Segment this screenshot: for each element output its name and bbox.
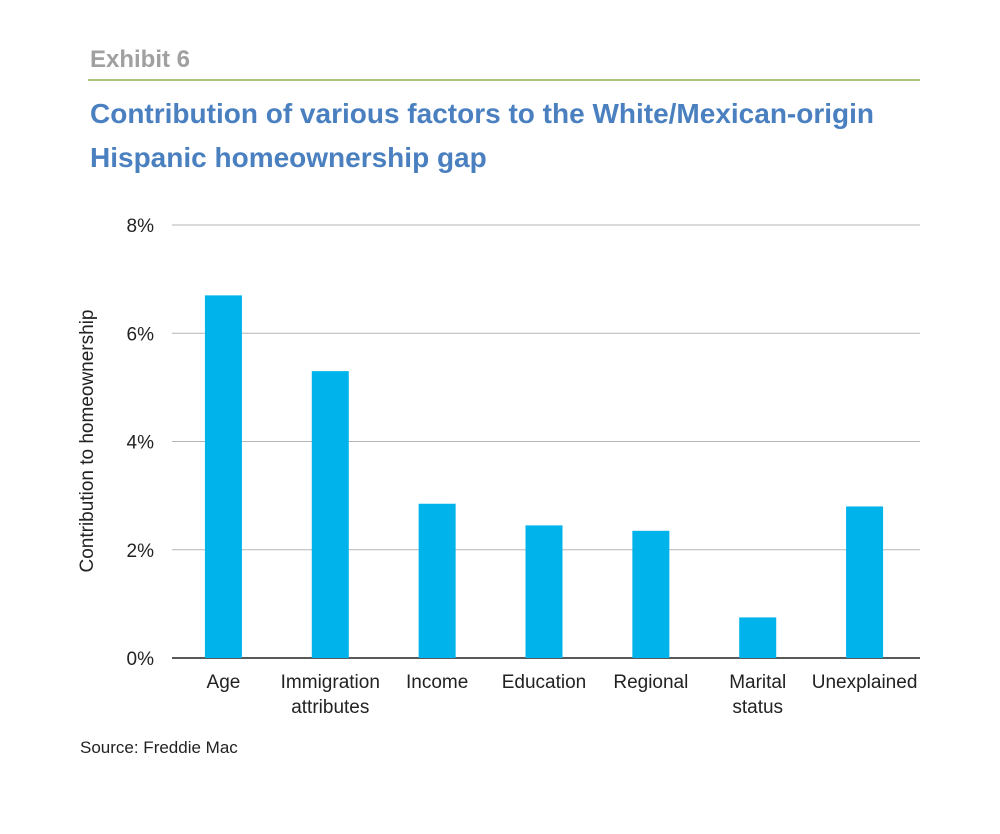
x-tick-label-line: Immigration (281, 672, 380, 693)
y-tick-label: 4% (127, 433, 155, 454)
bar (204, 295, 242, 658)
x-tick-label: Education (502, 672, 587, 693)
bar (525, 525, 563, 658)
y-axis-label: Contribution to homeownership (77, 310, 98, 573)
x-tick-label-line: status (732, 697, 783, 718)
y-tick-label: 6% (127, 324, 155, 345)
x-tick-label-line: Age (207, 672, 241, 693)
header-rule (88, 79, 920, 81)
x-tick-label-line: Regional (613, 672, 688, 693)
source-note: Source: Freddie Mac (80, 738, 238, 757)
y-tick-label: 8% (127, 216, 155, 237)
x-tick-label: Income (406, 672, 468, 693)
bar (632, 530, 670, 658)
chart-title-line-2: Hispanic homeownership gap (90, 142, 487, 173)
bar (418, 503, 456, 658)
chart-title-line-1: Contribution of various factors to the W… (90, 98, 875, 129)
y-tick-label: 2% (127, 541, 155, 562)
bar (311, 371, 349, 658)
x-tick-label-line: attributes (291, 697, 369, 718)
x-tick-label-line: Education (502, 672, 587, 693)
chart-title: Contribution of various factors to the W… (90, 92, 940, 180)
x-tick-label-line: Unexplained (812, 672, 918, 693)
bar (739, 617, 777, 658)
x-tick-label: Marital status (729, 672, 786, 718)
x-tick-label: Regional (613, 672, 688, 693)
bar (846, 506, 884, 658)
y-tick-label: 0% (127, 649, 155, 670)
x-tick-label-line: Marital (729, 672, 786, 693)
x-tick-label: Age (207, 672, 241, 693)
x-tick-label: Unexplained (812, 672, 918, 693)
x-tick-label: Immigration attributes (281, 672, 380, 718)
exhibit-label: Exhibit 6 (90, 46, 191, 73)
x-tick-label-line: Income (406, 672, 468, 693)
